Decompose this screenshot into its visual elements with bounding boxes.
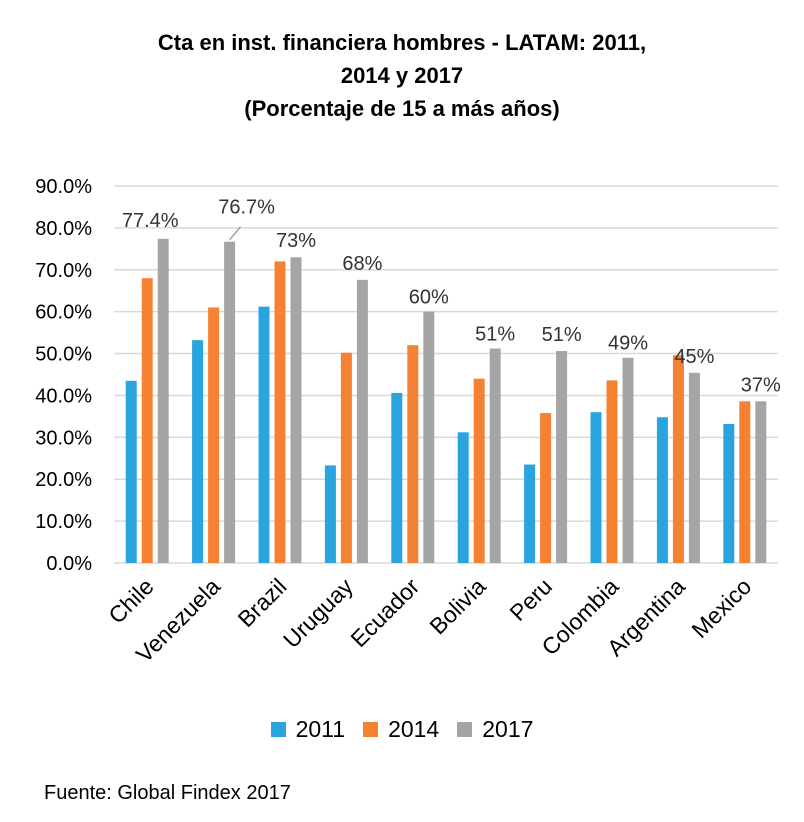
bar-2017 <box>157 238 169 563</box>
y-tick-label: 80.0% <box>35 218 92 240</box>
bar-2014 <box>274 261 286 563</box>
bar-2014 <box>141 278 153 563</box>
x-tick-label: Peru <box>504 573 557 626</box>
x-tick-label: Uruguay <box>278 573 358 653</box>
bar-2011 <box>125 380 137 563</box>
y-tick-label: 0.0% <box>46 553 92 575</box>
bar-2017 <box>290 257 302 563</box>
bar-2011 <box>192 340 204 563</box>
x-tick-label: Mexico <box>686 573 756 643</box>
bar-2017 <box>622 357 634 563</box>
bar-2014 <box>739 401 751 563</box>
data-label-2017: 73% <box>276 230 316 252</box>
legend-swatch-2017 <box>457 722 473 737</box>
legend-swatch-2011 <box>270 722 286 737</box>
legend-item-2011: 2011 <box>270 716 346 743</box>
bar-2011 <box>590 412 602 563</box>
y-tick-label: 40.0% <box>35 385 92 407</box>
y-tick-label: 70.0% <box>35 260 92 282</box>
x-tick-label: Chile <box>103 573 158 628</box>
bar-2011 <box>524 464 536 563</box>
legend-swatch-2014 <box>363 722 379 737</box>
bar-2011 <box>457 432 469 563</box>
bar-2011 <box>391 392 403 563</box>
bar-2014 <box>540 413 552 563</box>
bar-2011 <box>324 465 336 563</box>
y-tick-label: 60.0% <box>35 302 92 324</box>
bar-2017 <box>688 372 700 563</box>
chart-legend: 2011 2014 2017 <box>0 716 804 743</box>
y-tick-label: 90.0% <box>35 176 92 198</box>
x-tick-label: Brazil <box>232 573 291 632</box>
x-tick-label: Bolivia <box>424 573 490 639</box>
data-label-2017: 51% <box>475 324 515 346</box>
x-tick-label: Ecuador <box>345 573 424 652</box>
bar-2014 <box>606 380 618 563</box>
bar-2014 <box>672 355 684 563</box>
bar-2017 <box>356 279 368 563</box>
data-label-2017: 76.7% <box>218 197 275 219</box>
title-line-1: Cta en inst. financiera hombres - LATAM:… <box>157 30 647 55</box>
data-label-2017: 60% <box>409 287 449 309</box>
y-tick-label: 50.0% <box>35 344 92 366</box>
y-tick-label: 10.0% <box>35 511 92 533</box>
bar-2014 <box>473 378 485 563</box>
source-note: Fuente: Global Findex 2017 <box>44 782 291 804</box>
y-tick-label: 20.0% <box>35 469 92 491</box>
bar-2011 <box>258 306 270 563</box>
bar-2011 <box>656 417 668 563</box>
chart-title: Cta en inst. financiera hombres - LATAM:… <box>0 26 804 125</box>
data-label-2017: 51% <box>542 324 582 346</box>
title-line-2: 2014 y 2017 <box>340 63 464 88</box>
y-tick-label: 30.0% <box>35 427 92 449</box>
data-label-2017: 77.4% <box>122 210 179 232</box>
bar-2014 <box>407 345 419 563</box>
bar-2017 <box>423 311 435 563</box>
data-label-2017: 68% <box>342 253 382 275</box>
title-line-3: (Porcentaje de 15 a más años) <box>244 96 560 121</box>
legend-label-2017: 2017 <box>482 716 534 742</box>
bar-2017 <box>224 241 236 563</box>
legend-label-2011: 2011 <box>295 716 346 742</box>
data-label-2017: 37% <box>741 374 781 396</box>
leader-line <box>229 226 242 241</box>
bar-2017 <box>489 348 501 563</box>
bar-2011 <box>723 423 735 563</box>
bar-2014 <box>340 352 352 563</box>
bar-2017 <box>556 351 568 563</box>
legend-label-2014: 2014 <box>388 716 440 742</box>
bar-chart: 0.0% 10.0% 20.0% 30.0% 40.0% 50.0% 60.0% 70.0% 8… <box>35 176 781 668</box>
bar-2017 <box>755 401 767 563</box>
data-label-2017: 45% <box>674 346 714 368</box>
data-label-2017: 49% <box>608 333 648 355</box>
bar-2014 <box>208 307 220 563</box>
legend-item-2017: 2017 <box>457 716 533 743</box>
legend-item-2014: 2014 <box>363 716 439 743</box>
